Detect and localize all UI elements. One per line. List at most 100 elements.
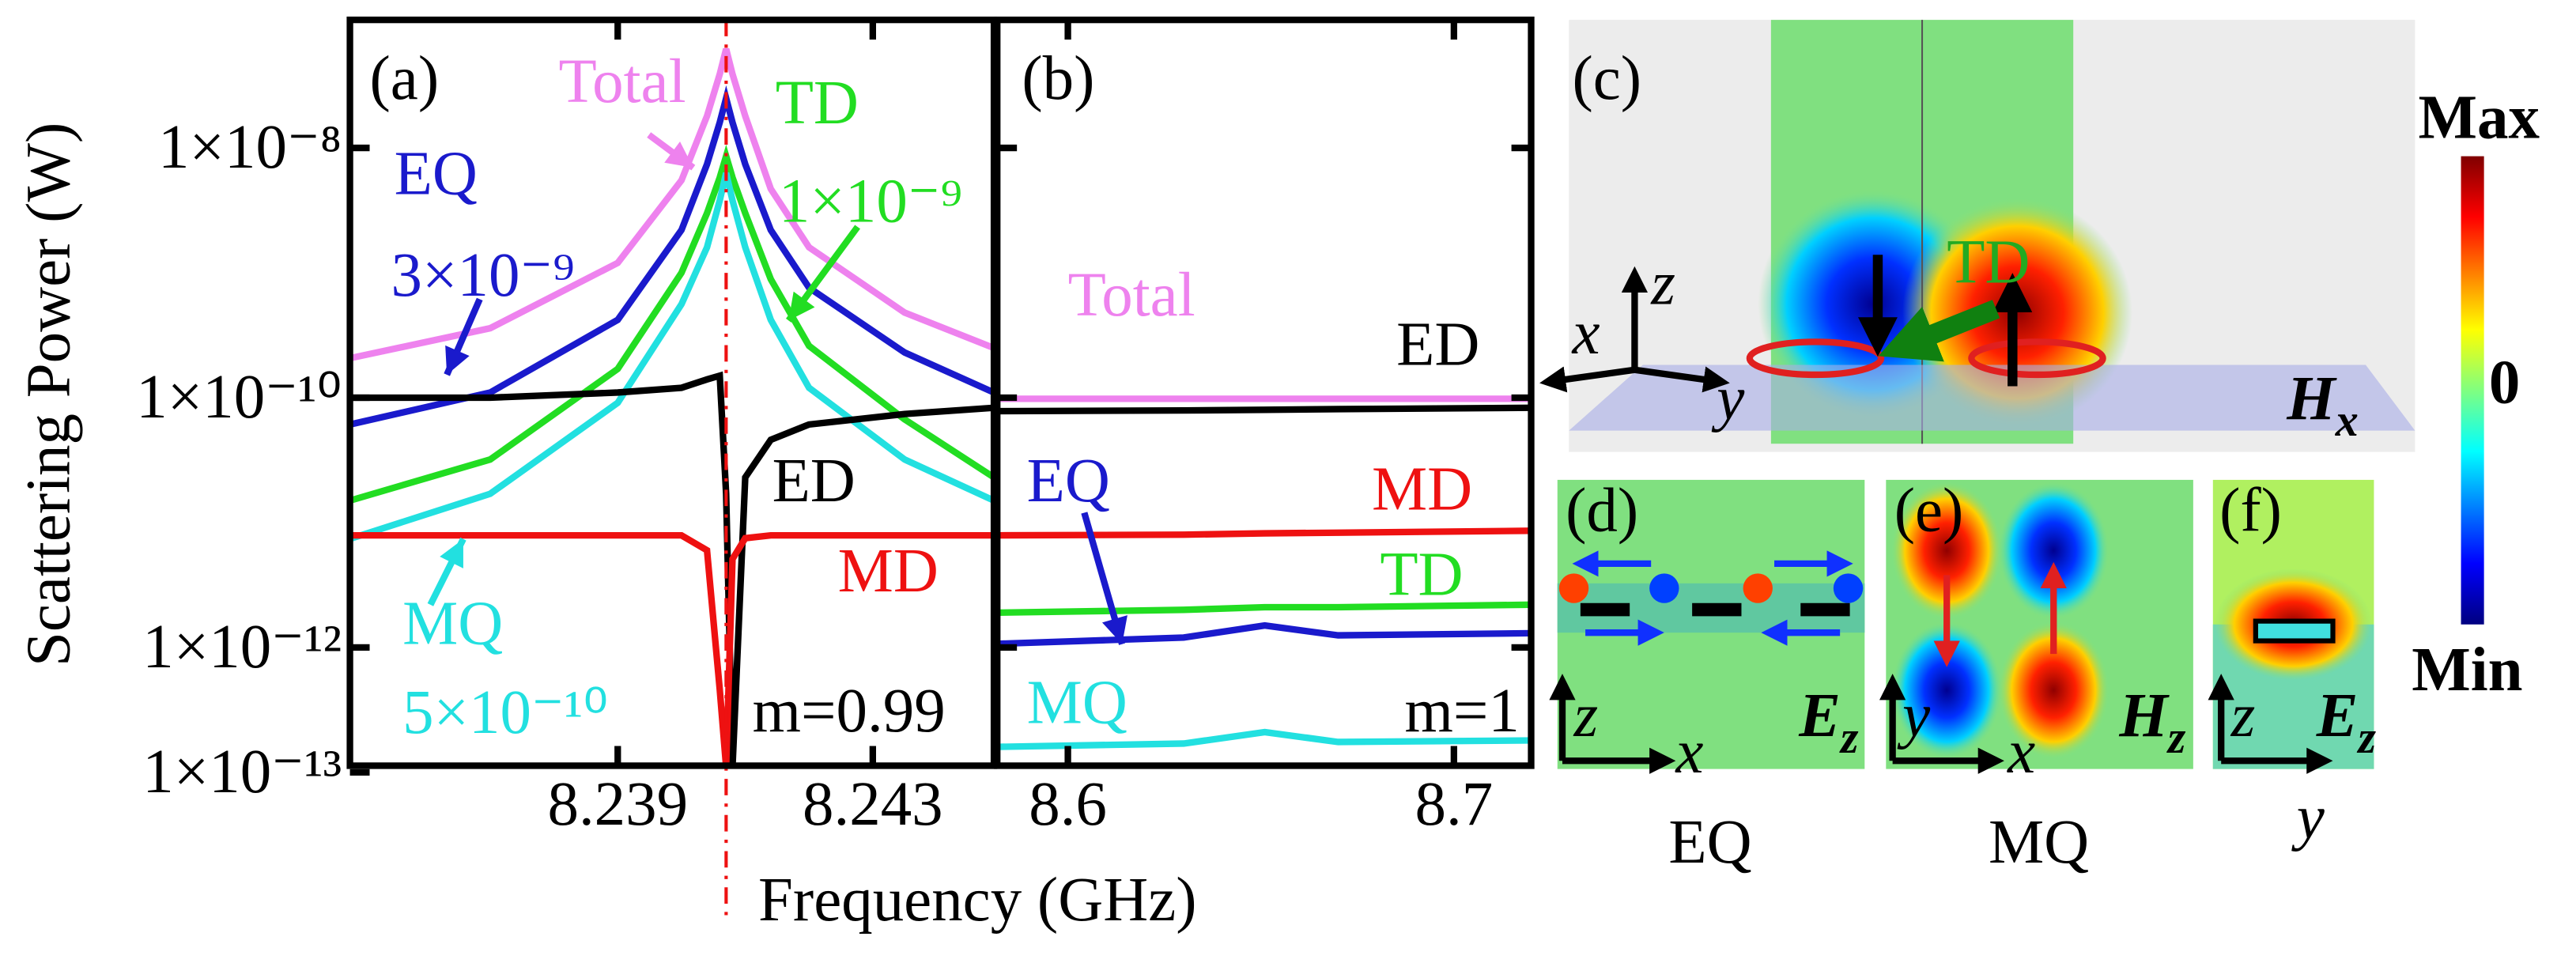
- current-loop: [1968, 338, 2106, 379]
- axis-arrow: [1539, 366, 1635, 393]
- x-tick-label: 8.7: [1415, 770, 1494, 839]
- field-subscript: x: [2335, 395, 2359, 446]
- arrow-head: [445, 345, 470, 375]
- series-label: MQ: [402, 590, 503, 659]
- axis-letter: y: [1711, 364, 1745, 433]
- ground-plane: [1569, 364, 2415, 431]
- field-lobe: [1890, 482, 2003, 620]
- field-lobe: [1833, 573, 1864, 603]
- arrow-head: [1101, 615, 1127, 644]
- series-label: Total: [1068, 261, 1195, 330]
- axis-letter: z: [2230, 682, 2256, 750]
- field-lobe: [1649, 573, 1679, 603]
- field-lobe: [1890, 621, 2003, 760]
- series-label: TD: [776, 69, 859, 138]
- panel-label: (f): [2219, 476, 2282, 545]
- arrow-head: [440, 538, 463, 568]
- axis-letter: x: [1675, 718, 1703, 787]
- panel-label: (e): [1894, 476, 1964, 545]
- field-subscript: z: [2356, 712, 2376, 763]
- y-tick-label: 1×10⁻¹⁰: [136, 363, 342, 432]
- x-tick-label: 8.243: [803, 770, 943, 839]
- field-label: Ez: [2316, 682, 2377, 763]
- panel-c: (c) TD x y z Hx: [1539, 20, 2415, 452]
- series-line: [349, 47, 995, 362]
- mode-label: TD: [1947, 228, 2030, 297]
- panel-f: (f) z y Ez: [2208, 476, 2377, 852]
- series-line: [998, 728, 1532, 750]
- resonator: [1692, 602, 1742, 617]
- axis-letter: x: [2007, 718, 2035, 787]
- arrow-head: [788, 291, 815, 321]
- field-lobe: [1997, 621, 2110, 760]
- axis-letter: x: [1571, 299, 1600, 368]
- series-label: TD: [1380, 540, 1463, 609]
- series-label: MD: [1372, 455, 1472, 523]
- field-symbol: H: [2286, 364, 2337, 433]
- colorbar: Max 0 Min: [2412, 84, 2540, 704]
- series-label: MD: [838, 537, 939, 606]
- x-tick-label: 8.6: [1029, 770, 1107, 839]
- annotation: (a): [370, 44, 440, 113]
- colorbar-mid: 0: [2489, 348, 2520, 417]
- annotation: 5×10⁻¹⁰: [402, 678, 608, 747]
- series-label: EQ: [1027, 447, 1110, 515]
- series-line: [349, 531, 995, 766]
- field-symbol: E: [1798, 682, 1841, 750]
- field-label: Hz: [2118, 682, 2185, 763]
- annotation: (b): [1022, 44, 1094, 113]
- y-axis-label: Scattering Power (W): [14, 123, 83, 667]
- series-line: [998, 404, 1532, 415]
- panel-label: (d): [1566, 476, 1638, 545]
- x-axis-label: Frequency (GHz): [758, 866, 1197, 935]
- panel-label: (c): [1572, 44, 1641, 113]
- plot: Total EQ TD MQ ED MD 1×10⁻⁸ 1×10⁻¹⁰ 1×10⁻¹² 1×10⁻…: [136, 16, 998, 920]
- field-subscript: z: [2166, 712, 2186, 763]
- axis-arrow: [1634, 366, 1730, 393]
- series-label: MQ: [1027, 668, 1127, 737]
- axis-letter: y: [1897, 682, 1931, 750]
- field-symbol: E: [2316, 682, 2359, 750]
- resonator: [2253, 618, 2336, 644]
- caption: EQ: [1668, 808, 1751, 877]
- resonator: [1580, 602, 1630, 617]
- panel-d: (d) z x Ez EQ: [1549, 476, 1865, 877]
- field-lobe: [1997, 482, 2110, 620]
- colorbar-gradient: [2461, 156, 2484, 625]
- series-line: [998, 527, 1532, 539]
- annotation: m=0.99: [753, 677, 946, 746]
- field-label: Ez: [1798, 682, 1859, 763]
- x-tick-label: 8.239: [547, 770, 688, 839]
- axis-letter: y: [2291, 784, 2325, 852]
- annotation: 1×10⁻⁹: [779, 168, 962, 236]
- field-subscript: z: [1839, 712, 1859, 763]
- series-line: [998, 601, 1532, 617]
- arrow-head: [664, 141, 693, 168]
- colorbar-max: Max: [2419, 84, 2540, 153]
- caption: MQ: [1989, 808, 2089, 877]
- axis-letter: z: [1650, 250, 1675, 319]
- series-label: ED: [772, 447, 856, 515]
- colorbar-min: Min: [2412, 636, 2522, 704]
- axis-letter: z: [1573, 682, 1599, 750]
- y-tick-label: 1×10⁻¹²: [142, 613, 342, 682]
- series-line: [998, 621, 1532, 648]
- y-tick-label: 1×10⁻⁸: [158, 113, 342, 182]
- field-lobe: [1558, 573, 1589, 603]
- field-lobe: [1743, 573, 1773, 603]
- plot-frame: [994, 16, 1535, 769]
- plot: Total EQ TD MQ ED MD 8.6 8.7 (b) m=1: [994, 16, 1535, 839]
- annotation: m=1: [1405, 677, 1520, 746]
- field-label: Hx: [2286, 364, 2358, 446]
- panel-e: (e) y x Hz MQ: [1879, 476, 2193, 877]
- field-symbol: H: [2118, 682, 2170, 750]
- y-tick-label: 1×10⁻¹³: [142, 738, 342, 806]
- series-label: Total: [558, 47, 686, 116]
- series-label: ED: [1396, 310, 1479, 379]
- annotation: 3×10⁻⁹: [391, 241, 575, 310]
- series-label: EQ: [395, 139, 478, 208]
- td-arrow: [1878, 300, 2000, 362]
- resonator: [1800, 602, 1850, 617]
